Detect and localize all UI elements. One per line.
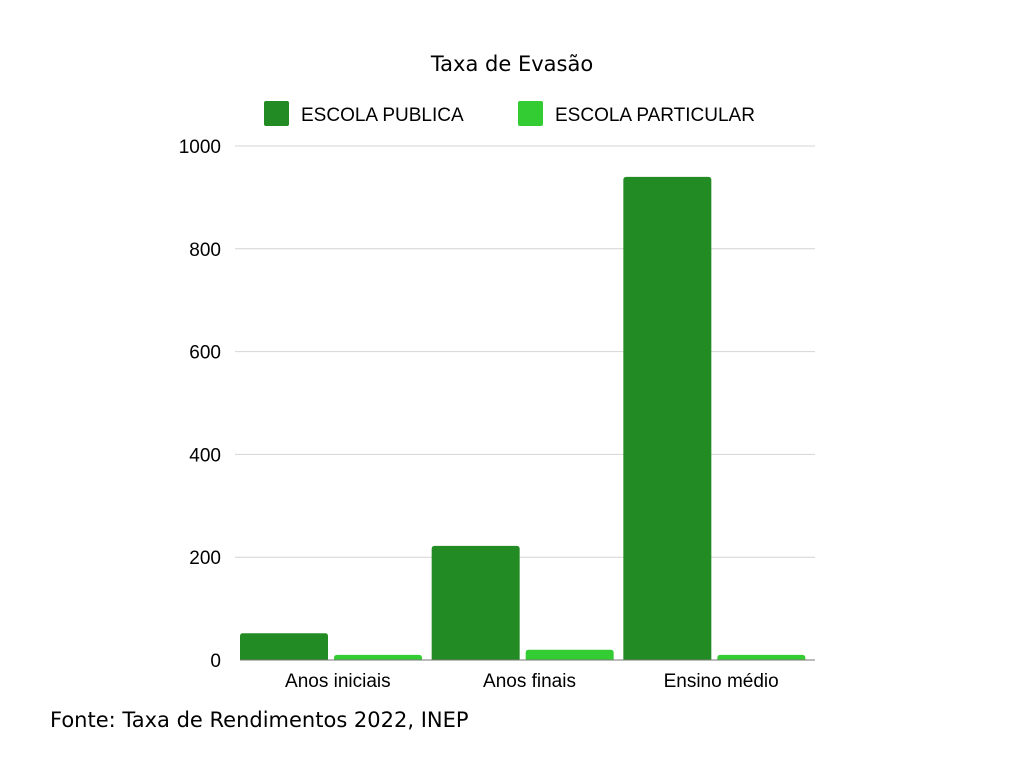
bars	[240, 176, 806, 660]
bar-publica	[431, 545, 520, 660]
bar-chart: Taxa de Evasão ESCOLA PUBLICA ESCOLA PART…	[179, 52, 815, 692]
chart-title: Taxa de Evasão	[430, 52, 593, 76]
bar-particular	[334, 654, 422, 660]
gridlines	[235, 145, 815, 558]
x-axis-labels: Anos iniciais Anos finais Ensino médio	[285, 671, 779, 692]
x-tick-label: Anos iniciais	[285, 671, 391, 692]
y-tick-label: 600	[189, 343, 221, 364]
legend: ESCOLA PUBLICA ESCOLA PARTICULAR	[264, 101, 755, 126]
bar-publica	[623, 176, 712, 660]
legend-label: ESCOLA PUBLICA	[301, 105, 464, 126]
y-tick-label: 800	[189, 240, 221, 261]
x-tick-label: Anos finais	[483, 671, 576, 692]
bar-particular	[717, 654, 806, 660]
legend-swatch	[264, 101, 289, 126]
y-tick-label: 0	[210, 651, 221, 672]
y-tick-label: 1000	[179, 137, 221, 158]
legend-swatch	[518, 101, 543, 126]
legend-label: ESCOLA PARTICULAR	[555, 105, 755, 126]
y-axis-ticks: 0 200 400 600 800 1000	[179, 137, 221, 672]
source-note: Fonte: Taxa de Rendimentos 2022, INEP	[50, 708, 469, 732]
x-tick-label: Ensino médio	[664, 671, 779, 692]
y-tick-label: 200	[189, 548, 221, 569]
y-tick-label: 400	[189, 445, 221, 466]
bar-particular	[525, 649, 614, 660]
bar-publica	[240, 633, 328, 660]
